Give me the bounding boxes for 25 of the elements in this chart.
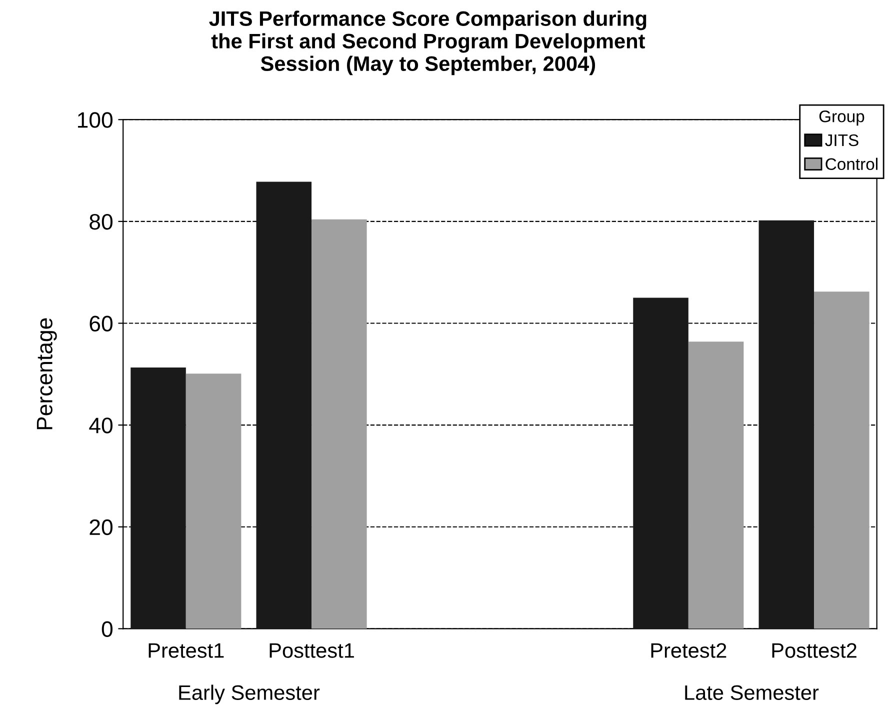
bar	[130, 368, 186, 629]
text: Early Semester	[179, 684, 320, 704]
bar	[814, 292, 870, 629]
y-axis-title: Percentage	[36, 318, 57, 430]
text: Late Semester	[685, 685, 819, 700]
bar	[186, 374, 242, 629]
legend-label: JITS	[825, 134, 858, 146]
y-tick-label: 100	[78, 112, 113, 128]
y-tick-label: 60	[90, 316, 113, 332]
x-tick-label: Pretest2	[651, 643, 726, 658]
bar	[758, 220, 814, 629]
bar	[312, 219, 367, 629]
x-tick-label: Posttest2	[772, 643, 856, 658]
y-tick-label: 40	[89, 418, 113, 434]
legend-title: Group	[819, 110, 864, 126]
bar	[633, 298, 688, 629]
y-tick-label: 20	[90, 519, 113, 536]
legend-label: Control	[826, 158, 878, 170]
bar	[688, 342, 744, 629]
y-tick-label: 80	[90, 214, 113, 230]
x-tick-label: Posttest1	[270, 643, 354, 658]
chart-title: JITS Performance Score Comparison during the First and Second Program Development Session (May to September, 2004)	[209, 10, 646, 76]
x-tick-label: Pretest1	[148, 643, 224, 658]
bar	[256, 182, 312, 629]
y-tick-label: 0	[102, 621, 113, 637]
